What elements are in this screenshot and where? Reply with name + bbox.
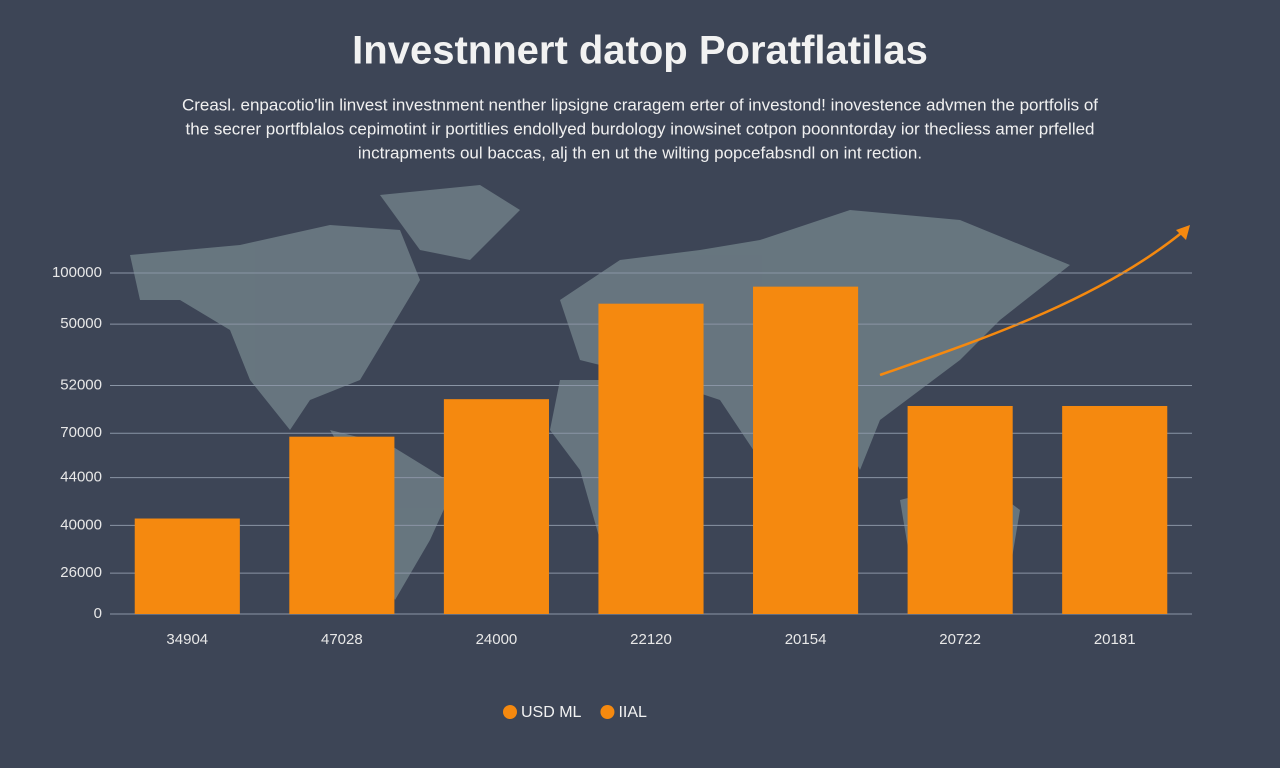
subtitle-line: Creasl. enpacotio'lin linvest investnmen… bbox=[182, 95, 1098, 114]
y-tick-label: 44000 bbox=[60, 469, 102, 486]
bar bbox=[598, 303, 704, 614]
y-tick-label: 50000 bbox=[60, 315, 102, 332]
y-tick-label: 26000 bbox=[60, 564, 102, 581]
y-tick-label: 0 bbox=[94, 605, 102, 622]
x-tick-label: 20722 bbox=[939, 631, 981, 648]
x-tick-label: 22120 bbox=[630, 631, 672, 648]
trend-arrow bbox=[879, 229, 1186, 377]
y-tick-label: 52000 bbox=[60, 376, 102, 393]
x-tick-label: 20181 bbox=[1094, 631, 1136, 648]
subtitle-line: inctrapments oul baccas, alj th en ut th… bbox=[358, 143, 922, 162]
bar bbox=[753, 286, 859, 614]
x-tick-label: 20154 bbox=[785, 631, 827, 648]
x-tick-label: 47028 bbox=[321, 631, 363, 648]
x-tick-label: 34904 bbox=[166, 631, 208, 648]
bar bbox=[134, 518, 240, 614]
legend-swatch bbox=[600, 705, 615, 719]
subtitle-line: the secrer portfblalos cepimotint ir por… bbox=[185, 119, 1094, 138]
y-tick-label: 70000 bbox=[60, 424, 102, 441]
legend-swatch bbox=[503, 705, 517, 719]
legend-label: USD ML bbox=[521, 704, 582, 721]
y-tick-label: 100000 bbox=[52, 264, 102, 281]
bar bbox=[289, 436, 395, 614]
chart-title: Investnnert datop Poratflatilas bbox=[352, 29, 928, 73]
x-tick-label: 24000 bbox=[476, 631, 518, 648]
bar bbox=[443, 399, 549, 614]
bar bbox=[1062, 405, 1168, 614]
bar bbox=[907, 405, 1013, 614]
y-tick-label: 40000 bbox=[60, 516, 102, 533]
legend-label: IIAL bbox=[618, 704, 647, 721]
arrow-head bbox=[1176, 225, 1190, 240]
